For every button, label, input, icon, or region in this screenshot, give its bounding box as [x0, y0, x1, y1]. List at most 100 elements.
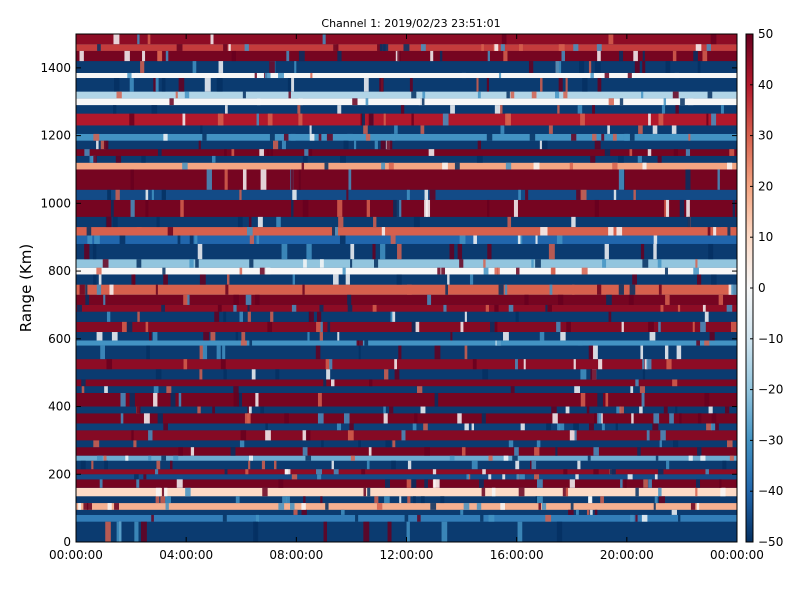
heatmap-speckle [304, 149, 309, 156]
heatmap-speckle [247, 413, 250, 424]
heatmap-speckle [369, 379, 373, 387]
heatmap-speckle [347, 430, 354, 441]
heatmap-speckle [360, 113, 364, 126]
heatmap-speckle [581, 267, 588, 275]
heatmap-speckle [575, 474, 579, 480]
colorbar-gradient [746, 34, 753, 542]
heatmap-speckle [457, 413, 462, 424]
heatmap-speckle [556, 235, 563, 244]
heatmap-speckle [688, 133, 691, 141]
heatmap-speckle [561, 50, 565, 62]
heatmap-speckle [100, 345, 105, 360]
heatmap-speckle [237, 216, 243, 228]
heatmap-speckle [281, 140, 286, 150]
heatmap-speckle [514, 447, 519, 456]
heatmap-speckle [262, 487, 268, 497]
heatmap-speckle [363, 125, 368, 134]
heatmap-speckle [102, 259, 109, 268]
heatmap-speckle [729, 455, 734, 461]
heatmap-speckle [690, 503, 696, 510]
heatmap-speckle [601, 423, 605, 431]
heatmap-speckle [136, 227, 142, 236]
heatmap-speckle [136, 406, 141, 414]
heatmap-speckle [153, 392, 158, 407]
y-tick-label: 1400 [40, 61, 71, 75]
heatmap-speckle [538, 503, 542, 510]
heatmap-speckle [464, 345, 468, 360]
heatmap-speckle [434, 479, 440, 488]
heatmap-speckle [499, 105, 503, 114]
heatmap-speckle [96, 455, 103, 461]
heatmap-speckle [568, 509, 574, 515]
heatmap-speckle [372, 304, 377, 312]
heatmap-speckle [151, 189, 154, 200]
heatmap-speckle [586, 406, 590, 414]
heatmap-speckle [291, 304, 297, 312]
heatmap-speckle [590, 155, 596, 163]
heatmap-speckle [588, 345, 594, 360]
heatmap-speckle [642, 50, 645, 62]
heatmap-speckle [373, 259, 379, 268]
heatmap-speckle [401, 430, 406, 441]
heatmap-speckle [125, 455, 129, 461]
heatmap-speckle [531, 460, 537, 470]
heatmap-speckle [350, 259, 353, 268]
heatmap-speckle [491, 487, 496, 497]
x-tick-label: 12:00:00 [380, 548, 434, 562]
heatmap-speckle [540, 78, 543, 92]
heatmap-speckle [420, 496, 425, 504]
heatmap-band [76, 440, 737, 448]
heatmap-speckle [613, 189, 617, 200]
heatmap-speckle [195, 259, 199, 268]
heatmap-speckle [642, 359, 645, 370]
heatmap-speckle [461, 72, 467, 79]
heatmap-speckle [658, 469, 664, 475]
heatmap-speckle [537, 496, 543, 504]
heatmap-speckle [303, 259, 307, 268]
heatmap-speckle [309, 133, 315, 141]
heatmap-speckle [673, 440, 679, 448]
heatmap-speckle [528, 61, 534, 73]
heatmap-speckle [248, 460, 251, 470]
heatmap-speckle [160, 496, 166, 504]
heatmap-speckle [697, 61, 701, 73]
heatmap-speckle [482, 369, 489, 380]
heatmap-speckle [198, 140, 201, 150]
heatmap-speckle [424, 199, 428, 217]
heatmap-speckle [182, 113, 186, 126]
heatmap-speckle [217, 113, 224, 126]
heatmap-speckle [183, 359, 188, 370]
heatmap-speckle [294, 61, 297, 73]
heatmap-speckle [210, 34, 214, 45]
heatmap-speckle [366, 199, 370, 217]
heatmap-speckle [696, 274, 702, 285]
heatmap-speckle [500, 44, 505, 51]
heatmap-speckle [210, 332, 216, 341]
heatmap-speckle [236, 392, 243, 407]
heatmap-speckle [240, 340, 247, 346]
heatmap-speckle [442, 113, 449, 126]
heatmap-speckle [407, 460, 412, 470]
heatmap-speckle [259, 267, 266, 275]
heatmap-speckle [488, 514, 495, 522]
heatmap-speckle [428, 149, 435, 156]
heatmap-speckle [133, 274, 136, 285]
heatmap-speckle [501, 34, 507, 45]
heatmap-speckle [706, 113, 709, 126]
heatmap-speckle [161, 455, 167, 461]
heatmap-speckle [632, 274, 637, 285]
heatmap-speckle [165, 50, 169, 62]
heatmap-speckle [136, 479, 140, 488]
heatmap-speckle [223, 311, 227, 322]
heatmap-speckle [116, 91, 122, 99]
heatmap-speckle [519, 474, 525, 480]
y-tick-label: 600 [48, 332, 71, 346]
heatmap-speckle [639, 386, 645, 393]
heatmap-speckle [569, 162, 574, 170]
heatmap-speckle [200, 125, 203, 134]
heatmap-speckle [302, 447, 308, 456]
heatmap-speckle [346, 189, 349, 200]
heatmap-speckle [358, 440, 361, 448]
heatmap-speckle [487, 243, 492, 260]
